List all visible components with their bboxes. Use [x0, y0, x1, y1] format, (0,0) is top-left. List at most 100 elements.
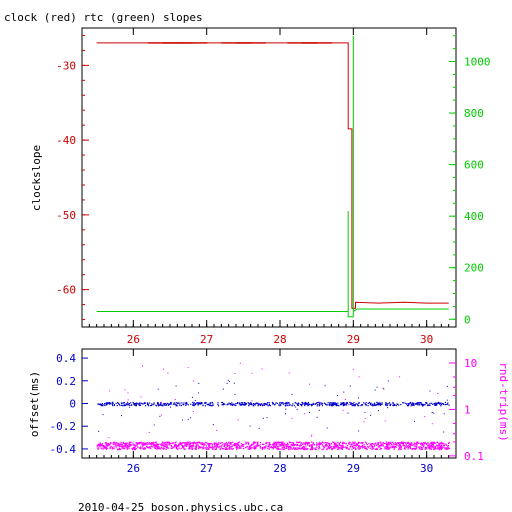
rndtrip-point [121, 444, 123, 446]
offset-point [398, 404, 400, 406]
rndtrip-point [164, 441, 167, 443]
offset-outlier [343, 391, 345, 393]
rndtrip-point [104, 447, 106, 449]
rndtrip-point [145, 442, 147, 444]
offset-point [175, 404, 178, 406]
offset-point [144, 402, 146, 405]
rndtrip-point [416, 446, 418, 448]
rndtrip-point [327, 447, 329, 449]
offset-point [101, 404, 103, 406]
rndtrip-point [251, 447, 253, 449]
rndtrip-point [178, 445, 180, 447]
offset-point [330, 404, 332, 406]
rndtrip-point [362, 442, 364, 444]
offset-outlier [429, 390, 431, 392]
rndtrip-point [180, 442, 182, 444]
rndtrip-point [416, 442, 418, 444]
rndtrip-point [107, 442, 109, 445]
rndtrip-point [445, 448, 447, 450]
rndtrip-point [316, 442, 318, 444]
offset-point [284, 403, 286, 405]
rndtrip-point [167, 442, 169, 444]
rndtrip-point [326, 445, 328, 447]
rndtrip-point [336, 448, 339, 450]
rndtrip-point [334, 446, 336, 448]
rndtrip-point [170, 447, 172, 449]
rndtrip-point [397, 442, 399, 444]
rndtrip-point [232, 441, 234, 443]
rndtrip-point [214, 446, 216, 448]
offset-point [423, 404, 425, 406]
rndtrip-point [358, 445, 361, 447]
rndtrip-point [355, 448, 357, 450]
rndtrip-point [378, 445, 380, 447]
rndtrip-point [430, 448, 432, 450]
offset-point [350, 403, 352, 405]
rndtrip-point [403, 444, 405, 446]
offset-point [261, 405, 264, 407]
rndtrip-point [342, 447, 344, 449]
offset-point [440, 405, 442, 407]
offset-point [170, 403, 172, 405]
rndtrip-point [205, 445, 207, 447]
offset-outlier [233, 382, 235, 384]
offset-point [101, 404, 103, 406]
rndtrip-point [247, 441, 249, 444]
rndtrip-point [100, 447, 102, 449]
rndtrip-point [274, 446, 277, 448]
rndtrip-point [277, 446, 279, 448]
rndtrip-point [366, 444, 368, 446]
offset-outlier [98, 430, 100, 432]
offset-point [185, 403, 187, 405]
rndtrip-point [408, 443, 411, 445]
rndtrip-point [127, 445, 129, 447]
rndtrip-point [407, 442, 409, 444]
rndtrip-point [189, 447, 191, 449]
offset-point [304, 401, 307, 404]
rndtrip-point [193, 445, 195, 447]
offset-point [287, 402, 289, 404]
offset-point [261, 403, 263, 405]
offset-point [185, 401, 187, 404]
rndtrip-point [273, 443, 275, 445]
rndtrip-point [236, 448, 238, 450]
rndtrip-point [292, 442, 294, 444]
rndtrip-point [139, 442, 141, 444]
rndtrip-point [141, 443, 143, 445]
offset-point [167, 403, 169, 405]
rndtrip-point [374, 448, 377, 450]
rndtrip-point [195, 445, 197, 448]
rndtrip-point [382, 442, 385, 444]
offset-point [132, 401, 134, 404]
rndtrip-point [353, 442, 355, 444]
top-y2-tick-label: 200 [464, 262, 484, 275]
rndtrip-point [188, 445, 190, 448]
offset-point [319, 403, 321, 405]
offset-point [330, 402, 332, 404]
rndtrip-point [413, 442, 416, 444]
rndtrip-point [207, 447, 210, 449]
rndtrip-point [107, 445, 109, 447]
offset-point [435, 404, 437, 406]
rndtrip-point [340, 447, 342, 449]
rndtrip-point [254, 446, 256, 449]
rndtrip-point [279, 443, 281, 446]
bottom-y2-tick-label: 0.1 [464, 450, 484, 463]
rndtrip-point [199, 446, 201, 448]
rndtrip-point [267, 445, 269, 448]
rndtrip-outlier [352, 369, 354, 371]
offset-point [135, 404, 137, 406]
rndtrip-point [265, 442, 268, 445]
rndtrip-point [134, 446, 136, 448]
offset-outlier [102, 414, 104, 416]
offset-outlier [212, 424, 214, 426]
rndtrip-point [401, 441, 403, 444]
rndtrip-point [173, 446, 175, 449]
offset-point [211, 401, 213, 404]
rndtrip-point [317, 448, 320, 450]
offset-outlier [308, 412, 310, 413]
rndtrip-point [387, 446, 389, 448]
rndtrip-point [269, 446, 272, 448]
rndtrip-point [214, 444, 216, 446]
offset-point [413, 402, 415, 404]
